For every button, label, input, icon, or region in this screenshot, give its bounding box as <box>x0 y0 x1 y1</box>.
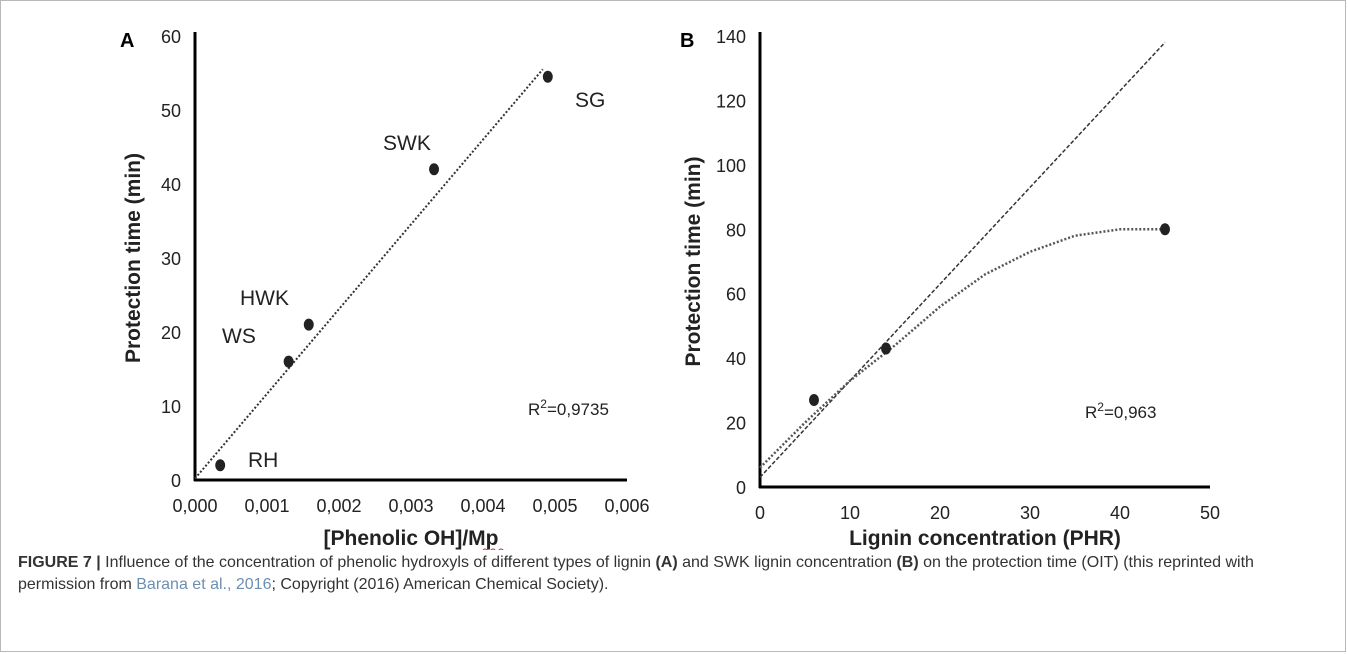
panel-a-y-tick-label: 50 <box>161 101 181 121</box>
panel-a-point-label: RH <box>248 449 278 472</box>
panel-b-curve-fit <box>759 228 1165 469</box>
panel-b-y-tick-label: 120 <box>716 91 746 111</box>
panel-b-x-axis-label: Lignin concentration (PHR) <box>849 527 1121 550</box>
panel-a-data-point <box>303 318 314 331</box>
panel-b-label: B <box>680 30 694 52</box>
panel-a-point-label: HWK <box>240 287 289 310</box>
panel-b-y-tick-label: 20 <box>726 414 746 434</box>
panel-a-r2-annotation: R2=0,9735 <box>528 397 609 419</box>
caption-text-2: and SWK lignin concentration <box>677 554 897 571</box>
figure-caption: FIGURE 7 | Influence of the concentratio… <box>18 552 1318 596</box>
caption-citation-link[interactable]: Barana et al., 2016 <box>136 576 272 593</box>
panel-a-x-tick-label: 0,000 <box>172 496 217 516</box>
caption-bold-b: (B) <box>896 554 919 571</box>
caption-text-3: on the protection time (OIT) (this repri… <box>18 554 1254 593</box>
panel-a-label: A <box>120 30 134 52</box>
panel-b-x-tick-label: 0 <box>755 503 765 523</box>
caption-figure-label: FIGURE 7 | <box>18 554 101 571</box>
panel-a-data-point <box>283 355 294 368</box>
panel-b-x-tick-label: 50 <box>1200 503 1220 523</box>
panel-b-x-tick-label: 10 <box>840 503 860 523</box>
panel-a-point-label: WS <box>222 325 256 348</box>
charts-svg: A 0,000 0,001 0,002 0,003 0,004 0,005 0,006 0 10 2… <box>120 27 1220 550</box>
panel-a-x-axis-label: [Phenolic OH]/Mp <box>324 527 499 550</box>
panel-b-y-tick-label: 40 <box>726 349 746 369</box>
panel-a-x-tick-label: 0,006 <box>604 496 649 516</box>
panel-a-data-point <box>429 163 440 176</box>
panel-b-r2-prefix: R <box>1085 403 1097 422</box>
panel-a-data-point <box>542 70 553 83</box>
panel-a-y-tick-label: 10 <box>161 397 181 417</box>
panel-b-r2-superscript: 2 <box>1097 400 1104 414</box>
panel-b-data-point <box>881 342 891 355</box>
caption-text-4: ; Copyright (2016) American Chemical Soc… <box>271 576 609 593</box>
panel-b-linear-fit <box>759 41 1166 478</box>
panel-b-r2-annotation: R2=0,963 <box>1085 400 1156 422</box>
panel-a-y-tick-label: 20 <box>161 323 181 343</box>
panel-a-y-tick-label: 40 <box>161 175 181 195</box>
panel-a-data-point <box>215 459 226 472</box>
caption-text-1: Influence of the concentration of phenol… <box>100 554 656 571</box>
panel-a-x-tick-label: 0,001 <box>244 496 289 516</box>
panel-a-y-tick-label: 0 <box>171 471 181 491</box>
panel-a-r2-prefix: R <box>528 400 540 419</box>
panel-b-y-tick-label: 100 <box>716 156 746 176</box>
panel-b-x-tick-label: 30 <box>1020 503 1040 523</box>
panel-b-y-tick-label: 80 <box>726 220 746 240</box>
panel-a-r2-superscript: 2 <box>540 397 547 411</box>
panel-b-y-axis-label: Protection time (min) <box>682 156 705 366</box>
panel-a-x-tick-label: 0,003 <box>388 496 433 516</box>
panel-b-r2-value: =0,963 <box>1104 403 1156 422</box>
panel-a-trendline <box>194 68 544 480</box>
panel-a-x-tick-label: 0,004 <box>460 496 505 516</box>
panel-b-data-point <box>809 394 819 407</box>
panel-b-data-point <box>1160 223 1170 236</box>
panel-a-x-tick-label: 0,002 <box>316 496 361 516</box>
panel-a-x-tick-label: 0,005 <box>532 496 577 516</box>
panel-b-y-tick-label: 60 <box>726 285 746 305</box>
panel-a-point-label: SG <box>575 89 605 112</box>
panel-a-y-axis-label: Protection time (min) <box>122 153 145 363</box>
caption-bold-a: (A) <box>655 554 678 571</box>
panel-a-y-tick-label: 30 <box>161 249 181 269</box>
panel-a-point-label: SWK <box>383 132 431 155</box>
panel-b-y-tick-label: 140 <box>716 27 746 47</box>
panel-b-y-tick-label: 0 <box>736 478 746 498</box>
panel-a-r2-value: =0,9735 <box>547 400 609 419</box>
panel-b-x-tick-label: 40 <box>1110 503 1130 523</box>
panel-a-y-tick-label: 60 <box>161 27 181 47</box>
panel-b-x-tick-label: 20 <box>930 503 950 523</box>
